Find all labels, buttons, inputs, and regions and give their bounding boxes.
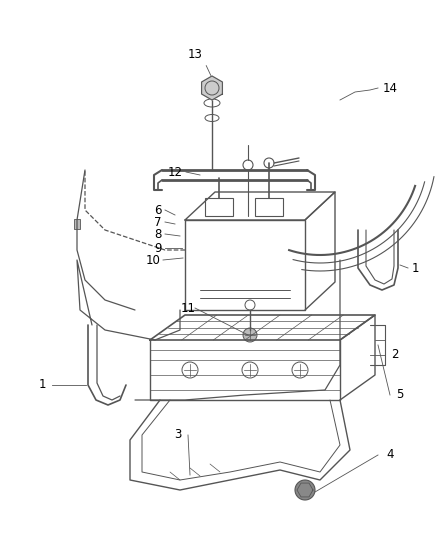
Bar — [74, 219, 80, 229]
Text: 8: 8 — [154, 228, 162, 240]
Text: 14: 14 — [382, 82, 398, 94]
Text: 13: 13 — [187, 49, 202, 61]
Text: 7: 7 — [154, 215, 162, 229]
Text: 10: 10 — [145, 254, 160, 266]
Circle shape — [243, 328, 257, 342]
Text: 1: 1 — [411, 262, 419, 274]
Text: 6: 6 — [154, 204, 162, 216]
Circle shape — [295, 480, 315, 500]
Text: 4: 4 — [386, 448, 394, 462]
Text: 12: 12 — [167, 166, 183, 179]
Text: 2: 2 — [391, 349, 399, 361]
Text: 9: 9 — [154, 241, 162, 254]
Bar — [255, 198, 283, 216]
Polygon shape — [201, 76, 223, 100]
Text: 1: 1 — [38, 378, 46, 392]
Text: 3: 3 — [174, 429, 182, 441]
Text: 5: 5 — [396, 389, 404, 401]
Text: 11: 11 — [180, 302, 195, 314]
Bar — [205, 198, 233, 216]
